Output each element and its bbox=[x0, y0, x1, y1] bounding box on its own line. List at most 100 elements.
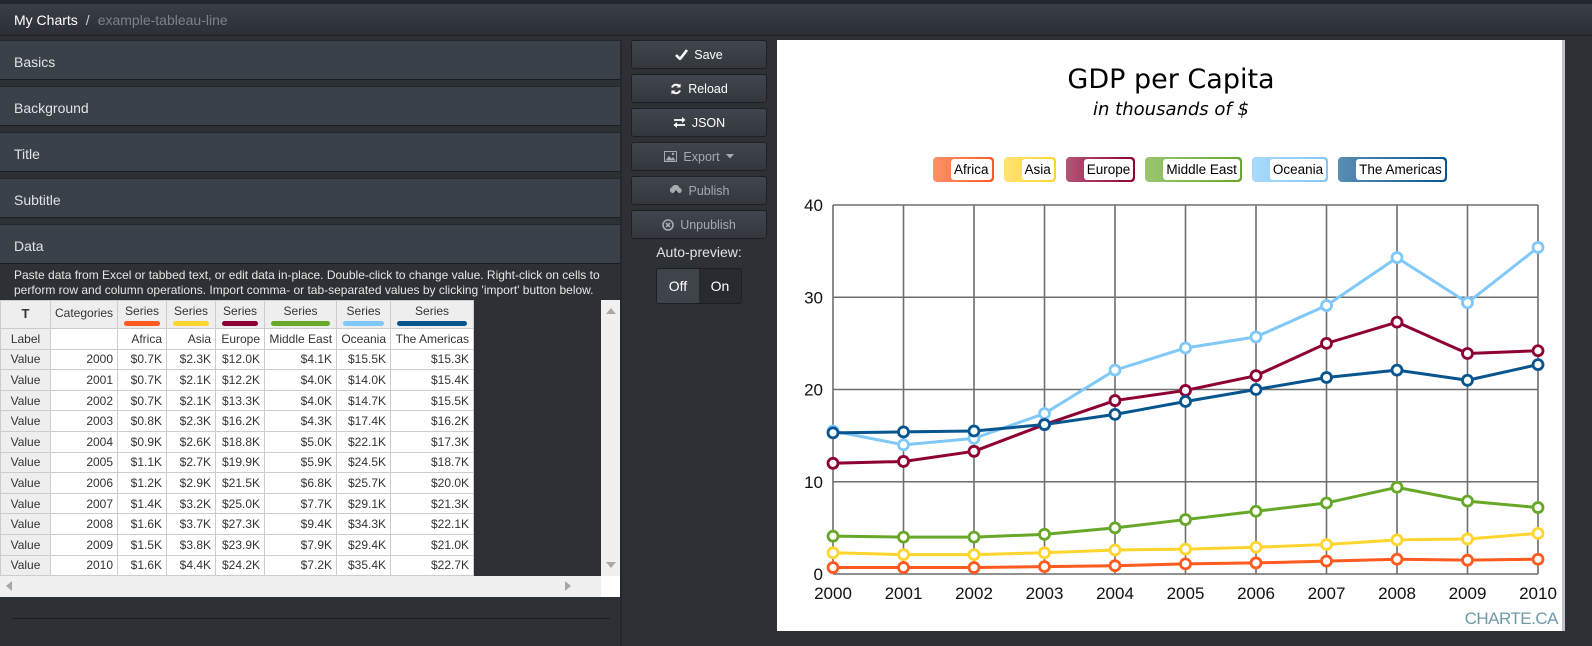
value-cell[interactable]: $16.2K bbox=[390, 410, 475, 432]
category-cell[interactable]: 2002 bbox=[49, 389, 119, 412]
value-cell[interactable]: $4.3K bbox=[264, 410, 338, 432]
value-cell[interactable]: $22.1K bbox=[390, 513, 475, 535]
legend-item-europe[interactable]: Europe bbox=[1065, 157, 1136, 182]
value-cell[interactable]: $0.9K bbox=[117, 430, 168, 453]
data-point-marker[interactable] bbox=[1390, 251, 1404, 264]
value-row-header[interactable]: Value bbox=[0, 389, 51, 412]
data-point-marker[interactable] bbox=[1461, 494, 1474, 508]
data-point-marker[interactable] bbox=[967, 530, 981, 544]
grid-vertical-scrollbar[interactable] bbox=[601, 300, 620, 576]
data-point-marker[interactable] bbox=[1179, 513, 1192, 526]
data-point-marker[interactable] bbox=[1390, 363, 1404, 377]
data-point-marker[interactable] bbox=[1531, 501, 1545, 514]
value-row-header[interactable]: Value bbox=[0, 554, 51, 577]
auto-preview-on-option[interactable]: On bbox=[699, 269, 741, 303]
breadcrumb-my-charts-link[interactable]: My Charts bbox=[14, 11, 78, 28]
grid-cell[interactable] bbox=[49, 328, 119, 350]
data-point-marker[interactable] bbox=[897, 548, 910, 562]
scroll-right-arrow-icon[interactable] bbox=[565, 581, 571, 591]
series-header-oceania[interactable]: Series bbox=[336, 300, 392, 329]
data-point-marker[interactable] bbox=[1390, 315, 1404, 329]
panel-background[interactable]: Background bbox=[0, 86, 622, 126]
legend-item-middle-east[interactable]: Middle East bbox=[1145, 157, 1242, 182]
value-cell[interactable]: $12.2K bbox=[215, 369, 266, 391]
value-cell[interactable]: $17.4K bbox=[336, 410, 392, 432]
grid-cell[interactable]: The Americas bbox=[390, 328, 475, 350]
data-point-marker[interactable] bbox=[1531, 527, 1545, 540]
value-cell[interactable]: $3.8K bbox=[166, 533, 217, 556]
value-cell[interactable]: $0.7K bbox=[117, 389, 168, 412]
data-point-marker[interactable] bbox=[1038, 546, 1051, 560]
series-color-swatch[interactable] bbox=[271, 321, 331, 326]
value-cell[interactable]: $19.9K bbox=[215, 451, 266, 474]
value-cell[interactable]: $15.5K bbox=[336, 348, 392, 371]
value-cell[interactable]: $9.4K bbox=[264, 513, 338, 535]
data-point-marker[interactable] bbox=[897, 530, 910, 544]
series-color-swatch[interactable] bbox=[173, 321, 210, 326]
panel-subtitle[interactable]: Subtitle bbox=[0, 178, 622, 218]
data-point-marker[interactable] bbox=[1531, 241, 1545, 254]
data-point-marker[interactable] bbox=[1320, 554, 1333, 568]
value-cell[interactable]: $3.2K bbox=[166, 492, 217, 515]
value-cell[interactable]: $4.4K bbox=[166, 554, 217, 577]
series-header-africa[interactable]: Series bbox=[117, 300, 168, 329]
data-point-marker[interactable] bbox=[967, 548, 981, 562]
data-point-marker[interactable] bbox=[1108, 394, 1122, 407]
data-point-marker[interactable] bbox=[1461, 347, 1474, 360]
data-point-marker[interactable] bbox=[1249, 504, 1263, 518]
data-point-marker[interactable] bbox=[1461, 296, 1474, 310]
value-cell[interactable]: $5.0K bbox=[264, 430, 338, 453]
value-cell[interactable]: $4.1K bbox=[264, 348, 338, 371]
grid-horizontal-scrollbar[interactable] bbox=[0, 576, 620, 597]
value-row-header[interactable]: Value bbox=[0, 513, 51, 535]
scroll-down-arrow-icon[interactable] bbox=[606, 562, 616, 568]
data-point-marker[interactable] bbox=[1320, 336, 1333, 350]
panel-basics[interactable]: Basics bbox=[0, 40, 622, 80]
value-cell[interactable]: $13.3K bbox=[215, 389, 266, 412]
data-point-marker[interactable] bbox=[967, 561, 981, 574]
value-cell[interactable]: $15.3K bbox=[390, 348, 475, 371]
value-cell[interactable]: $25.7K bbox=[336, 472, 392, 494]
scroll-left-arrow-icon[interactable] bbox=[6, 581, 12, 591]
data-point-marker[interactable] bbox=[826, 426, 840, 440]
data-point-marker[interactable] bbox=[1249, 369, 1263, 383]
grid-cell[interactable]: Africa bbox=[117, 328, 168, 350]
series-header-the-americas[interactable]: Series bbox=[390, 300, 475, 329]
data-point-marker[interactable] bbox=[1531, 358, 1545, 371]
data-point-marker[interactable] bbox=[1320, 496, 1333, 510]
data-point-marker[interactable] bbox=[1249, 330, 1263, 344]
value-cell[interactable]: $15.5K bbox=[390, 389, 475, 412]
value-cell[interactable]: $29.1K bbox=[336, 492, 392, 515]
category-cell[interactable]: 2009 bbox=[49, 533, 119, 556]
unpublish-button[interactable]: Unpublish bbox=[631, 210, 767, 239]
category-cell[interactable]: 2000 bbox=[49, 348, 119, 371]
value-cell[interactable]: $14.7K bbox=[336, 389, 392, 412]
value-cell[interactable]: $1.6K bbox=[117, 554, 168, 577]
value-cell[interactable]: $21.0K bbox=[390, 533, 475, 556]
categories-header[interactable]: Categories bbox=[49, 300, 119, 329]
category-cell[interactable]: 2007 bbox=[49, 492, 119, 515]
value-row-header[interactable]: Value bbox=[0, 430, 51, 453]
data-point-marker[interactable] bbox=[1531, 552, 1545, 566]
value-cell[interactable]: $2.9K bbox=[166, 472, 217, 494]
data-point-marker[interactable] bbox=[1108, 559, 1122, 573]
data-point-marker[interactable] bbox=[1320, 538, 1333, 551]
value-cell[interactable]: $7.9K bbox=[264, 533, 338, 556]
data-grid[interactable]: T Categories Series Series Series Series… bbox=[0, 300, 475, 577]
value-cell[interactable]: $21.5K bbox=[215, 472, 266, 494]
value-cell[interactable]: $22.1K bbox=[336, 430, 392, 453]
data-point-marker[interactable] bbox=[1390, 533, 1404, 547]
value-cell[interactable]: $0.8K bbox=[117, 410, 168, 432]
value-row-header[interactable]: Value bbox=[0, 451, 51, 474]
data-point-marker[interactable] bbox=[1461, 373, 1474, 387]
save-button[interactable]: Save bbox=[631, 40, 767, 69]
reload-button[interactable]: Reload bbox=[631, 74, 767, 103]
data-point-marker[interactable] bbox=[1531, 344, 1545, 358]
series-header-europe[interactable]: Series bbox=[215, 300, 266, 329]
data-point-marker[interactable] bbox=[1320, 299, 1333, 312]
value-row-header[interactable]: Value bbox=[0, 492, 51, 515]
data-point-marker[interactable] bbox=[1038, 418, 1051, 431]
data-point-marker[interactable] bbox=[1179, 395, 1192, 408]
category-cell[interactable]: 2005 bbox=[49, 451, 119, 474]
value-cell[interactable]: $21.3K bbox=[390, 492, 475, 515]
